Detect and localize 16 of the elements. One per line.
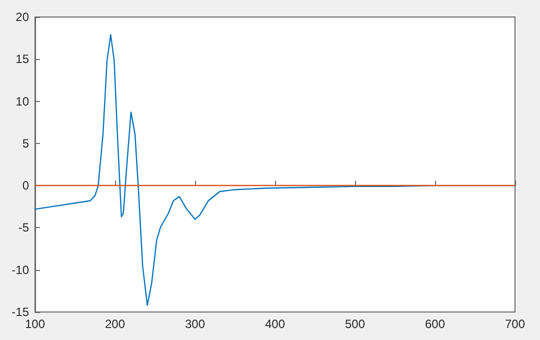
- y-tick-label: 15: [16, 52, 30, 66]
- line-series: [34, 34, 516, 306]
- y-tick-label: 20: [16, 10, 30, 24]
- y-tick-label: -15: [12, 305, 30, 319]
- x-tick-label: 600: [424, 317, 446, 331]
- y-tick-label: -5: [18, 220, 30, 235]
- y-tick-label: 0: [22, 178, 30, 193]
- x-tick-label: 100: [24, 317, 46, 331]
- x-tick-label: 400: [264, 317, 286, 331]
- y-tick-label: -10: [12, 262, 30, 277]
- x-tick-label: 500: [344, 317, 366, 331]
- x-tick-label: 300: [184, 317, 206, 331]
- y-tick-label: 10: [16, 94, 30, 108]
- y-tick-label: 5: [22, 136, 30, 150]
- x-tick-label: 700: [504, 317, 526, 331]
- x-tick-label: 200: [104, 317, 126, 331]
